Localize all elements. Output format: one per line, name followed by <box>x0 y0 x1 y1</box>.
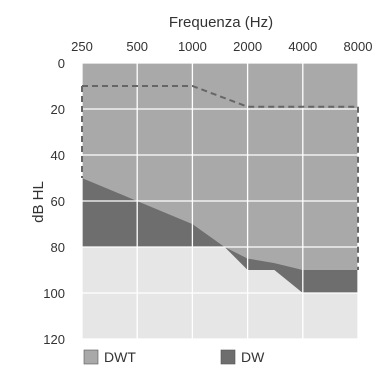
legend-label-dw: DW <box>241 349 265 365</box>
y-tick-label: 0 <box>58 56 65 71</box>
x-tick-label: 2000 <box>233 39 262 54</box>
x-tick-label: 8000 <box>344 39 373 54</box>
legend: DWT DW <box>83 349 265 365</box>
y-tick-label: 80 <box>51 240 65 255</box>
y-axis-title: dB HL <box>30 181 47 223</box>
y-tick-label: 60 <box>51 194 65 209</box>
y-tick-label: 100 <box>43 286 65 301</box>
x-axis-title: Frequenza (Hz) <box>169 14 273 31</box>
x-tick-label: 250 <box>71 39 93 54</box>
x-tick-label: 1000 <box>178 39 207 54</box>
y-tick-label: 20 <box>51 102 65 117</box>
y-tick-label: 40 <box>51 148 65 163</box>
tick-labels: 250 500 1000 2000 4000 8000 0 20 40 60 80 100 120 <box>43 39 372 347</box>
legend-label-dwt: DWT <box>104 349 136 365</box>
plot-area <box>81 62 359 340</box>
x-tick-label: 500 <box>126 39 148 54</box>
threshold-dashed-line <box>82 85 358 108</box>
x-tick-label: 4000 <box>288 39 317 54</box>
legend-swatch-dwt <box>83 349 99 365</box>
area-dwt <box>82 63 358 270</box>
legend-swatch-dw <box>220 349 236 365</box>
y-tick-label: 120 <box>43 332 65 347</box>
